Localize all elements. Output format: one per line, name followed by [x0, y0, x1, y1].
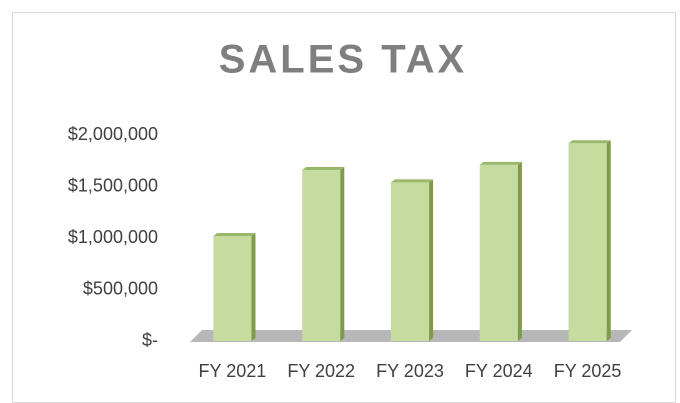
bar [479, 161, 522, 341]
y-tick-label: $1,500,000 [68, 175, 158, 195]
x-tick-label: FY 2025 [554, 361, 622, 381]
chart-title: SALES TAX [219, 38, 468, 82]
bar [390, 179, 434, 341]
y-tick-label: $1,000,000 [68, 227, 158, 247]
bar-side [251, 232, 256, 341]
bar-top [213, 232, 256, 236]
bar-front [213, 235, 252, 341]
y-tick-label: $500,000 [83, 278, 158, 298]
bar [213, 232, 256, 341]
bar-front [568, 143, 607, 341]
bar-top [302, 167, 345, 171]
x-tick-label: FY 2021 [199, 361, 267, 381]
y-tick-label: $- [142, 330, 158, 350]
bar-side [606, 140, 611, 341]
bar-top [568, 140, 611, 144]
y-tick-label: $2,000,000 [68, 124, 158, 144]
bar-side [429, 179, 434, 341]
x-tick-label: FY 2024 [465, 361, 533, 381]
bar-side [340, 167, 345, 341]
x-tick-label: FY 2022 [287, 361, 355, 381]
bar-top [479, 161, 522, 165]
bar-front [479, 164, 518, 341]
bar-front [302, 170, 341, 341]
x-tick-label: FY 2023 [376, 361, 444, 381]
bar [568, 140, 611, 341]
bar-top [390, 179, 434, 183]
bar-side [517, 161, 522, 341]
bar-front [390, 182, 430, 341]
bar [302, 167, 345, 341]
